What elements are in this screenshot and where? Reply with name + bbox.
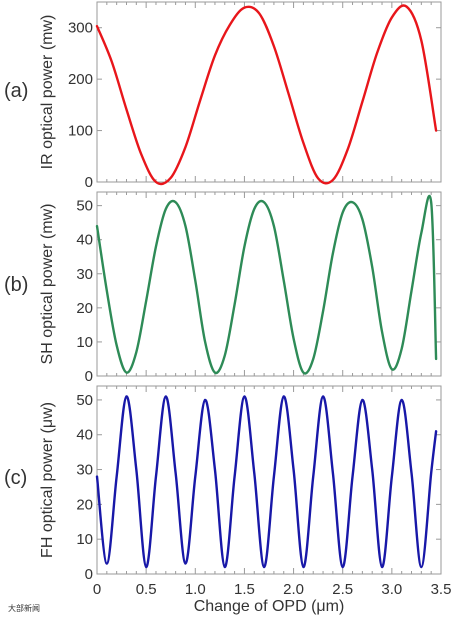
panel-c-ytick-label: 30: [76, 462, 93, 479]
panel-b-frame: [96, 191, 442, 377]
panel-a-label: (a): [4, 80, 28, 102]
panel-c-series-line: [95, 395, 438, 569]
panel-a: (a) IR optical power (mw) 0 100 200 300: [4, 1, 442, 191]
panel-c-ytick-label: 20: [76, 496, 93, 513]
panel-c-ytick-label: 50: [76, 392, 93, 409]
panel-c-xtick-label: 2.0: [283, 581, 304, 598]
panel-b-ytick-label: 50: [76, 198, 93, 215]
panel-c-ytick-label: 40: [76, 427, 93, 444]
panel-b-series-line: [95, 194, 438, 375]
panel-c-xlabel: Change of OPD (μm): [194, 598, 345, 615]
panel-c-xtick-label: 1.5: [234, 581, 255, 598]
panel-a-ytick-label: 200: [68, 71, 93, 88]
panel-a-xticks: [96, 2, 442, 182]
panel-c-label: (c): [4, 467, 27, 489]
panel-c-ytick-label: 10: [76, 531, 93, 548]
panel-c-xtick-label: 1.0: [185, 581, 206, 598]
panel-b-ytick-label: 10: [76, 334, 93, 351]
panel-b: (b) SH optical power (mw) 0 10 20 30 40 50: [4, 191, 442, 385]
panel-c-ytick-label: 0: [85, 566, 93, 583]
panel-c-xtick-label: 3.0: [381, 581, 402, 598]
panel-a-ytick-label: 100: [68, 123, 93, 140]
panel-b-ytick-label: 20: [76, 300, 93, 317]
panel-c-xtick-label: 0: [93, 581, 101, 598]
panel-b-ytick-label: 30: [76, 266, 93, 283]
panel-c-xtick-label: 0.5: [136, 581, 157, 598]
panel-b-ytick-label: 0: [85, 368, 93, 385]
panel-a-ylabel: IR optical power (mw): [39, 15, 56, 170]
panel-a-ytick-label: 300: [68, 20, 93, 37]
panel-a-ytick-label: 0: [85, 174, 93, 191]
panel-b-yticks: 0 10 20 30 40 50: [76, 198, 441, 385]
panel-b-ytick-label: 40: [76, 232, 93, 249]
panel-c-xticks: 0 0.5 1.0 1.5 2.0 2.5 3.0 3.5: [93, 386, 452, 598]
panel-b-ylabel: SH optical power (mw): [39, 204, 56, 365]
panel-a-frame: [96, 1, 442, 183]
panel-c-yticks: 0 10 20 30 40 50: [76, 392, 441, 583]
panel-b-xticks: [96, 192, 442, 376]
watermark-text: 大部新闻: [8, 603, 40, 613]
panel-a-series-line: [95, 4, 438, 186]
panel-b-label: (b): [4, 274, 28, 296]
panel-c-xtick-label: 3.5: [431, 581, 452, 598]
panel-c-xtick-label: 2.5: [332, 581, 353, 598]
panel-c-ylabel: FH optical power (μw): [39, 402, 56, 558]
panel-a-yticks: 0 100 200 300: [68, 20, 441, 191]
